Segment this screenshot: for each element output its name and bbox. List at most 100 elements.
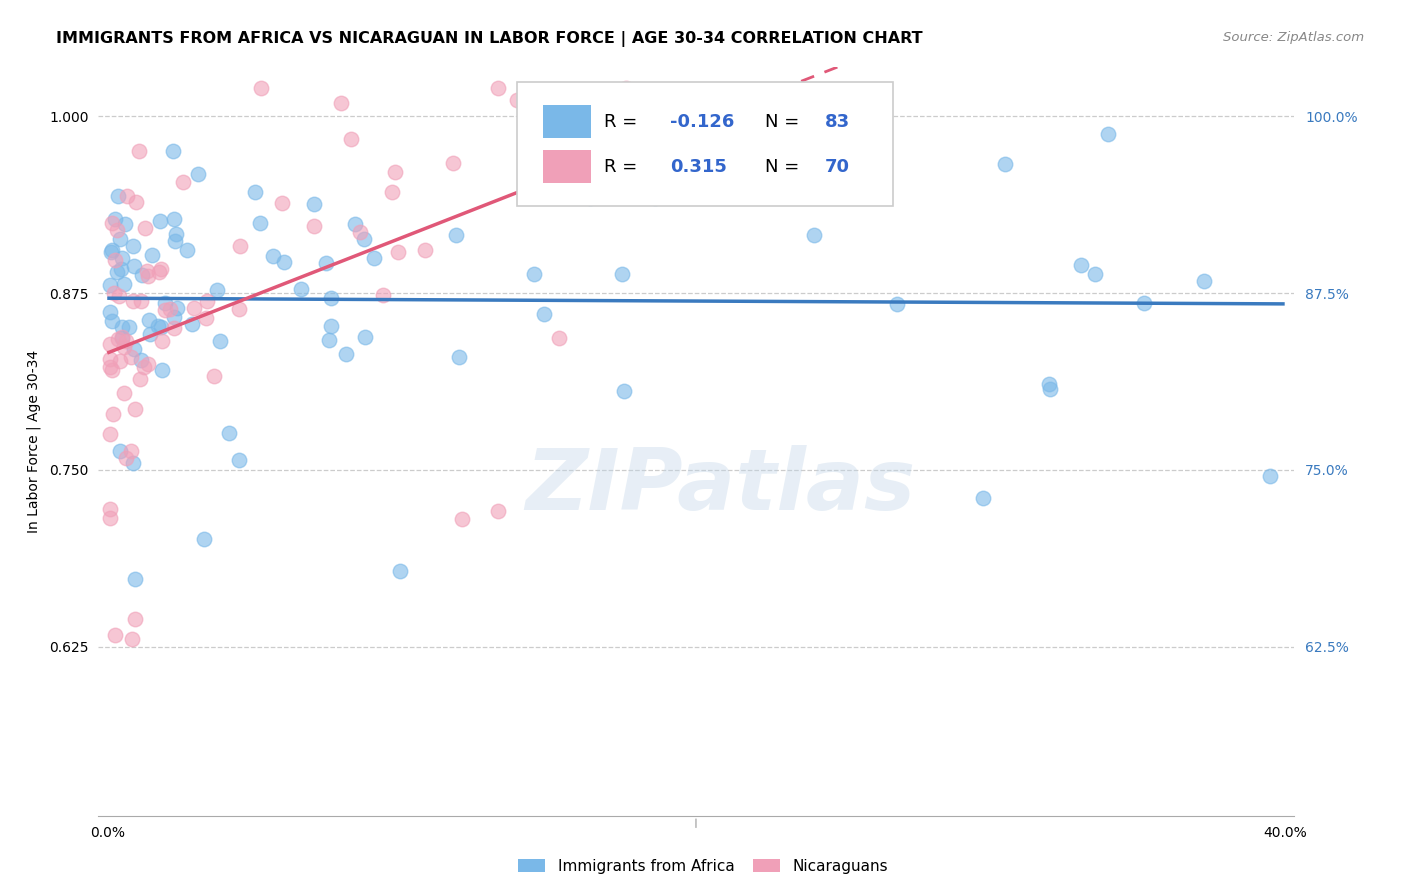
Point (98, 305, 121, 319)
Point (155, 296, 177, 310)
Point (446, 227, 468, 242)
Point (304, 219, 326, 233)
Point (122, 343, 145, 357)
Point (380, 185, 402, 199)
Point (112, 277, 135, 291)
Point (578, 191, 600, 205)
Point (100, 217, 122, 231)
Point (108, 232, 131, 246)
Point (136, 357, 159, 371)
Point (104, 627, 127, 641)
Point (110, 261, 132, 276)
Point (533, 307, 555, 321)
Point (105, 223, 128, 237)
Point (159, 302, 181, 317)
FancyBboxPatch shape (543, 150, 591, 183)
Point (163, 320, 186, 334)
Legend: Immigrants from Africa, Nicaraguans: Immigrants from Africa, Nicaraguans (512, 853, 894, 880)
Point (98, 426, 121, 441)
Point (108, 288, 131, 302)
Point (121, 632, 143, 647)
Point (354, 330, 377, 344)
Point (1097, 128, 1119, 142)
Point (139, 326, 162, 341)
Point (202, 368, 225, 383)
Point (120, 443, 142, 458)
Point (111, 329, 134, 343)
Point (112, 386, 135, 401)
Point (270, 195, 292, 210)
Point (319, 291, 342, 305)
Point (193, 532, 215, 546)
Point (415, 244, 437, 258)
Point (183, 301, 205, 315)
Point (449, 350, 471, 364)
Text: IMMIGRANTS FROM AFRICA VS NICARAGUAN IN LABOR FORCE | AGE 30-34 CORRELATION CHAR: IMMIGRANTS FROM AFRICA VS NICARAGUAN IN … (56, 31, 922, 47)
Point (108, 444, 131, 458)
Point (262, 249, 284, 263)
Point (114, 217, 136, 231)
Point (363, 251, 385, 265)
Point (972, 491, 994, 506)
Point (451, 512, 474, 526)
Point (107, 188, 129, 202)
Point (118, 319, 141, 334)
Point (108, 353, 131, 368)
Point (583, 162, 606, 177)
Point (150, 262, 173, 277)
Point (318, 333, 340, 347)
Point (166, 301, 188, 315)
Point (98, 501, 121, 516)
Point (162, 144, 184, 158)
Point (125, 194, 148, 209)
Point (150, 320, 173, 334)
Point (111, 320, 134, 334)
Point (613, 384, 636, 399)
Point (176, 243, 198, 257)
Point (132, 359, 155, 374)
Point (534, 173, 557, 187)
Point (250, 81, 273, 95)
Point (103, 285, 125, 300)
Point (122, 293, 145, 308)
Point (249, 216, 271, 230)
Point (146, 318, 169, 333)
FancyBboxPatch shape (517, 82, 893, 205)
Point (121, 238, 143, 252)
Point (610, 267, 633, 281)
Point (136, 264, 159, 278)
Text: R =: R = (605, 112, 643, 130)
Point (228, 453, 250, 467)
Point (1192, 274, 1215, 288)
Point (335, 347, 357, 361)
FancyBboxPatch shape (543, 105, 591, 138)
Point (129, 352, 152, 367)
Point (98, 511, 121, 525)
Point (124, 572, 146, 586)
Point (195, 311, 218, 326)
Point (644, 191, 666, 205)
Point (148, 265, 170, 279)
Point (138, 313, 160, 327)
Point (100, 244, 122, 259)
Point (1083, 267, 1105, 281)
Point (165, 227, 187, 242)
Point (387, 244, 409, 259)
Text: Source: ZipAtlas.com: Source: ZipAtlas.com (1223, 31, 1364, 45)
Point (384, 165, 406, 179)
Point (187, 167, 209, 181)
Point (150, 334, 173, 348)
Point (441, 156, 464, 170)
Point (111, 331, 134, 345)
Point (163, 234, 186, 248)
Point (134, 220, 156, 235)
Point (149, 214, 172, 228)
Point (388, 564, 411, 578)
Point (218, 426, 240, 441)
Point (100, 314, 122, 328)
Point (486, 81, 509, 95)
Point (994, 157, 1017, 171)
Point (1258, 469, 1281, 483)
Point (163, 310, 186, 324)
Point (120, 351, 142, 365)
